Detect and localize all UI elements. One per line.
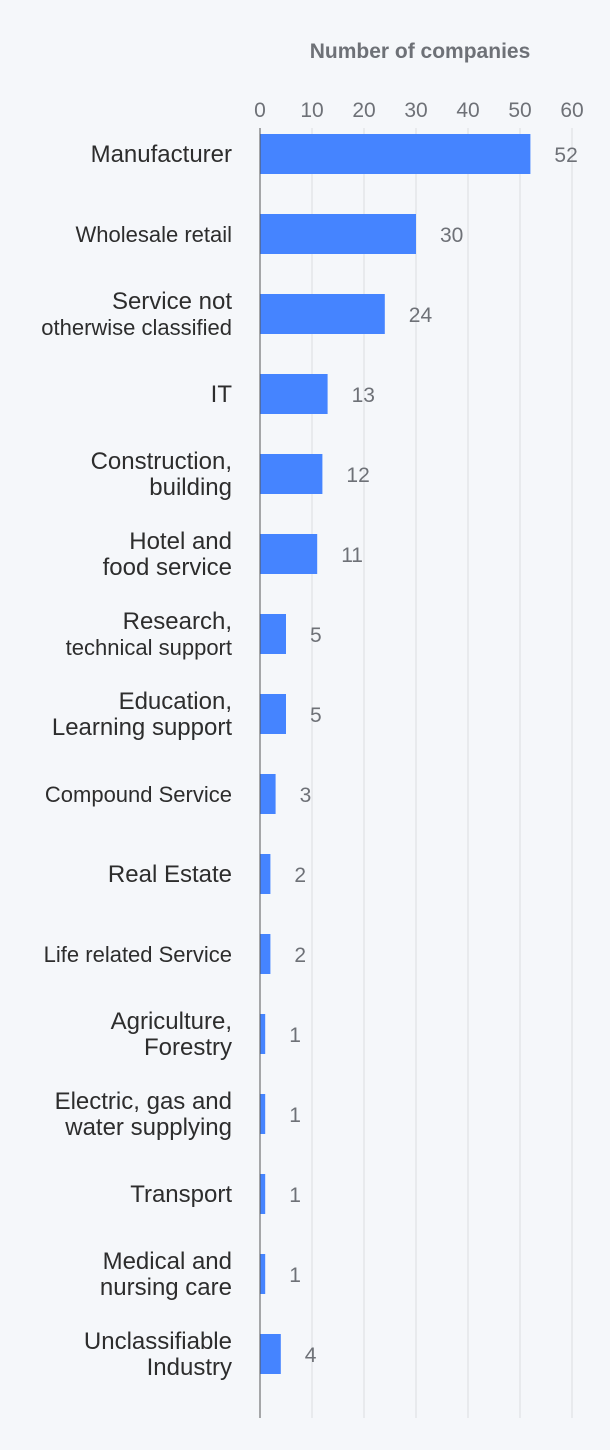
x-tick-label: 30 (404, 99, 427, 122)
x-tick-label: 20 (352, 99, 375, 122)
category-label: technical support (66, 635, 232, 660)
category-label: Transport (130, 1181, 232, 1208)
data-label: 1 (289, 1184, 301, 1207)
bar (260, 374, 328, 414)
category-label: Unclassifiable (84, 1328, 232, 1355)
data-label: 2 (294, 864, 306, 887)
data-label: 1 (289, 1024, 301, 1047)
x-tick-label: 50 (508, 99, 531, 122)
category-label: Construction, (91, 448, 232, 475)
data-label: 13 (352, 384, 375, 407)
x-tick-label: 40 (456, 99, 479, 122)
x-axis-ticks: 0 10 20 30 40 50 60 (254, 99, 584, 122)
x-tick-label: 10 (300, 99, 323, 122)
category-label: Real Estate (108, 861, 232, 888)
bar (260, 934, 271, 974)
bar (260, 534, 318, 574)
data-label: 1 (289, 1104, 301, 1127)
bar (260, 854, 271, 894)
category-label: Hotel and (129, 528, 232, 555)
category-label: Compound Service (45, 782, 232, 807)
category-label: Service not (112, 288, 232, 315)
gridlines (311, 128, 573, 1418)
category-label: Learning support (52, 714, 232, 741)
x-tick-label: 0 (254, 99, 266, 122)
bar (260, 134, 531, 174)
category-label: building (149, 474, 232, 501)
bar (260, 774, 276, 814)
data-label: 3 (300, 784, 312, 807)
category-label: Forestry (144, 1034, 232, 1061)
data-label: 30 (440, 224, 463, 247)
bar (260, 694, 286, 734)
data-label: 4 (305, 1344, 317, 1367)
category-label: Agriculture, (111, 1008, 232, 1035)
category-label: Industry (147, 1354, 232, 1381)
category-label: water supplying (64, 1114, 232, 1141)
category-label: IT (211, 381, 233, 408)
category-label: Research, (123, 608, 232, 635)
bar (260, 214, 416, 254)
bar (260, 614, 286, 654)
bar (260, 1094, 266, 1134)
chart-title: Number of companies (310, 40, 531, 63)
bar (260, 294, 385, 334)
category-label: Education, (119, 688, 232, 715)
bar (260, 1254, 266, 1294)
category-label: nursing care (100, 1274, 232, 1301)
data-label: 1 (289, 1264, 301, 1287)
category-labels: Manufacturer Wholesale retail Service noto… (41, 141, 232, 1381)
data-label: 24 (409, 304, 433, 327)
data-label: 52 (554, 144, 577, 167)
bar (260, 1014, 266, 1054)
data-label: 5 (310, 624, 322, 647)
data-label: 2 (294, 944, 306, 967)
category-label: Manufacturer (91, 141, 232, 168)
category-label: Wholesale retail (75, 222, 232, 247)
category-label: otherwise classified (41, 315, 232, 340)
category-label: Electric, gas and (55, 1088, 232, 1115)
x-tick-label: 60 (560, 99, 583, 122)
category-label: Life related Service (44, 942, 232, 967)
data-label: 5 (310, 704, 322, 727)
bar (260, 454, 323, 494)
bar (260, 1174, 266, 1214)
data-label: 12 (346, 464, 369, 487)
data-label: 11 (341, 544, 363, 567)
category-label: Medical and (103, 1248, 232, 1275)
bars (260, 134, 531, 1374)
bar (260, 1334, 281, 1374)
category-label: food service (103, 554, 232, 581)
